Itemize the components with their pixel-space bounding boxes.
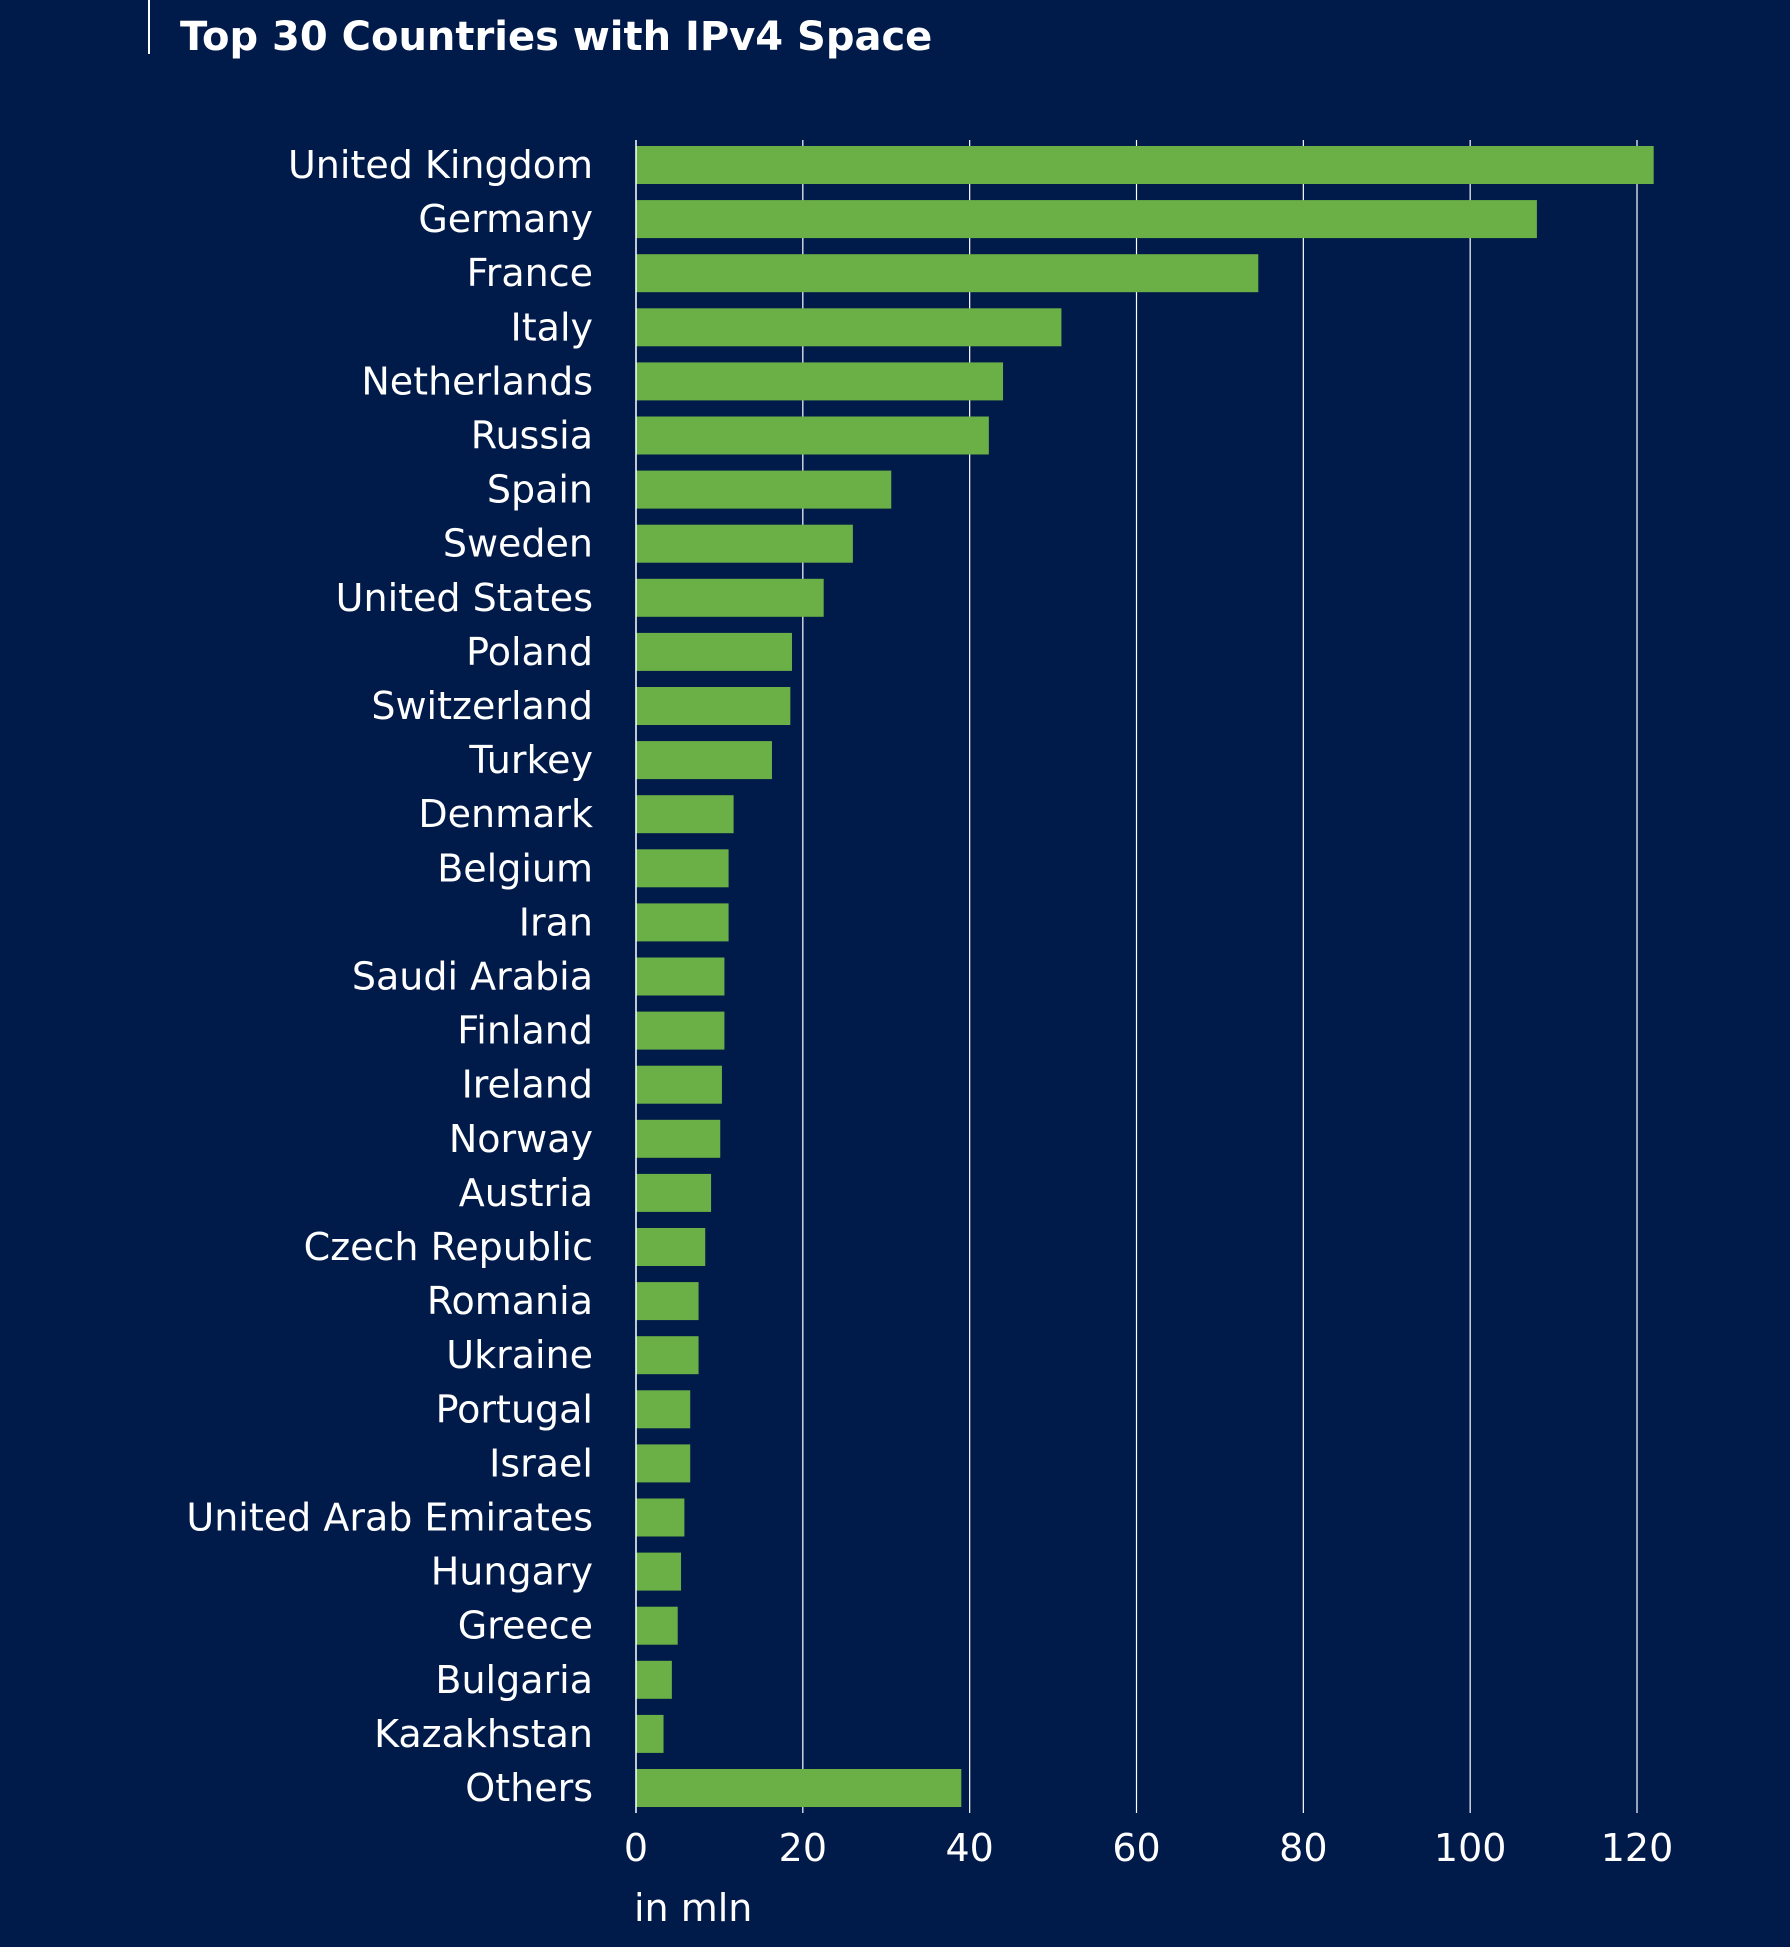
category-label: Germany [418, 197, 593, 241]
bar [636, 1011, 725, 1050]
x-tick-label: 120 [1601, 1826, 1674, 1870]
category-label: Bulgaria [435, 1658, 593, 1702]
category-label: Switzerland [371, 684, 593, 728]
category-label: Portugal [436, 1387, 593, 1431]
bar [636, 1282, 699, 1321]
bar [636, 795, 734, 834]
category-label: Italy [511, 305, 593, 349]
category-label: Turkey [468, 738, 593, 782]
category-label: Saudi Arabia [352, 955, 593, 999]
bar [636, 308, 1062, 347]
bar [636, 903, 729, 942]
x-tick-label: 0 [624, 1826, 648, 1870]
bar [636, 362, 1004, 401]
category-label: Others [465, 1766, 593, 1810]
category-label: Ireland [462, 1063, 593, 1107]
category-label: Iran [519, 900, 593, 944]
bar [636, 1660, 672, 1699]
x-tick-label: 80 [1279, 1826, 1327, 1870]
bar [636, 578, 824, 617]
category-label: United States [336, 576, 593, 620]
category-labels: United Kingdom Germany France Italy Netherla… [186, 143, 593, 1810]
category-label: Poland [466, 630, 593, 674]
category-label: Ukraine [446, 1333, 593, 1377]
x-tick-labels: 0 20 40 60 80 100 120 [624, 1826, 1673, 1870]
category-label: Russia [471, 414, 593, 458]
category-label: Kazakhstan [374, 1712, 593, 1756]
bar [636, 1444, 691, 1483]
category-label: Norway [449, 1117, 593, 1161]
category-label: Hungary [431, 1550, 593, 1594]
category-label: Greece [458, 1604, 593, 1648]
bar [636, 416, 989, 455]
bar [636, 632, 792, 671]
x-tick-label: 100 [1434, 1826, 1507, 1870]
bars [636, 146, 1654, 1807]
bar [636, 1498, 685, 1537]
category-label: Sweden [443, 522, 593, 566]
category-label: Belgium [437, 846, 593, 890]
category-label: United Kingdom [288, 143, 593, 187]
x-axis-label: in mln [634, 1886, 752, 1930]
bar [636, 470, 892, 509]
bar [636, 146, 1654, 184]
bar [636, 1336, 699, 1375]
bar [636, 687, 791, 725]
bar [636, 1714, 664, 1753]
bar [636, 1119, 721, 1158]
bar [636, 524, 853, 563]
bar [636, 957, 725, 996]
bar [636, 741, 772, 780]
bar [636, 1173, 712, 1212]
category-label: United Arab Emirates [186, 1496, 593, 1540]
category-label: Czech Republic [304, 1225, 593, 1269]
bar [636, 1390, 691, 1429]
category-label: Israel [489, 1441, 593, 1485]
category-label: Spain [487, 468, 593, 512]
category-label: Romania [427, 1279, 593, 1323]
category-label: Denmark [418, 792, 593, 836]
bar [636, 254, 1259, 293]
category-label: Austria [459, 1171, 593, 1215]
bar [636, 1769, 962, 1807]
bar [636, 1606, 678, 1645]
x-tick-label: 60 [1112, 1826, 1160, 1870]
bar [636, 200, 1537, 239]
bar [636, 1552, 682, 1591]
bar [636, 849, 729, 888]
bar [636, 1228, 706, 1266]
bar [636, 1065, 722, 1104]
x-tick-label: 20 [779, 1826, 827, 1870]
x-tick-label: 40 [945, 1826, 993, 1870]
category-label: Finland [457, 1009, 593, 1053]
title-accent-rule [148, 0, 150, 54]
chart-title: Top 30 Countries with IPv4 Space [180, 14, 933, 60]
category-label: Netherlands [361, 359, 593, 403]
category-label: France [467, 251, 593, 295]
